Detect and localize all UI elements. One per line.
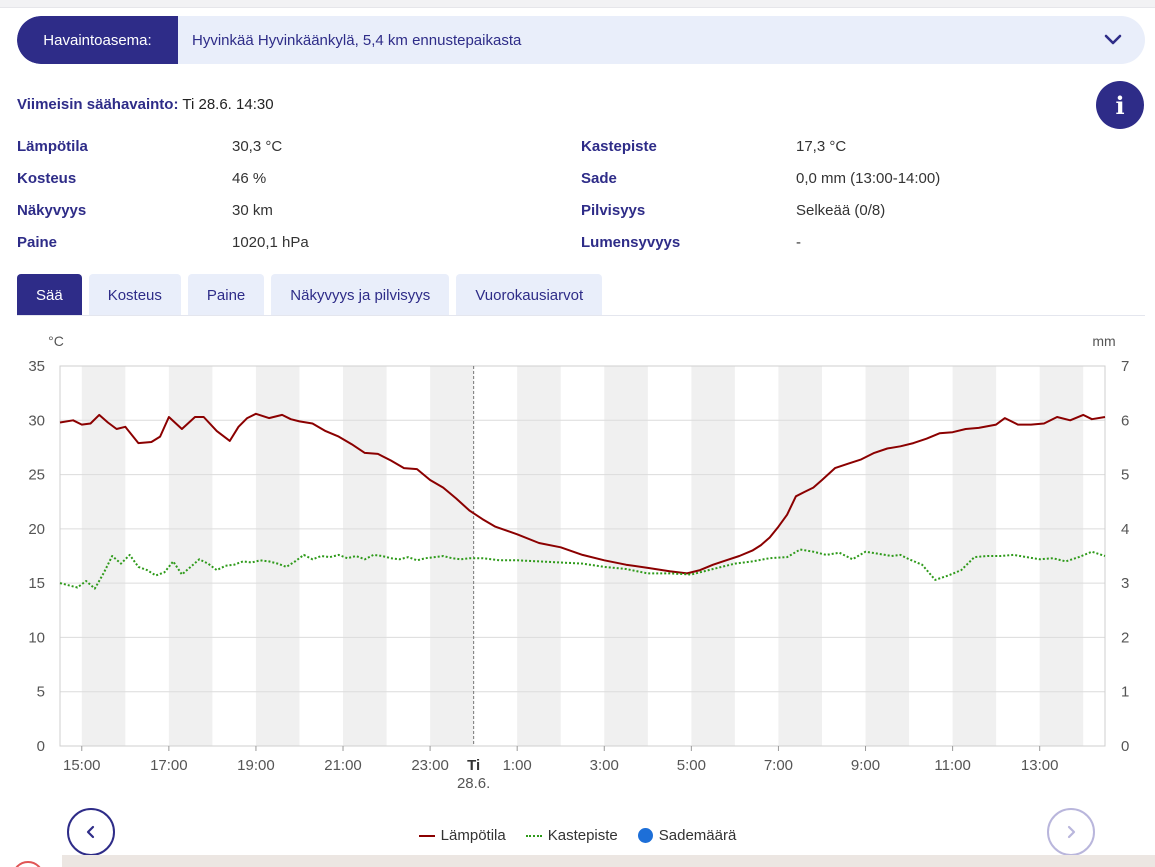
chevron-right-icon [1067, 825, 1076, 839]
obs-label: Lämpötila [17, 138, 88, 155]
legend-dotted-line-icon [525, 834, 542, 837]
page-bottom-strip [62, 855, 1155, 867]
y2-tick-label: 5 [1121, 467, 1129, 484]
legend-item-precipitation[interactable]: Sademäärä [637, 827, 737, 844]
x-tick-label: 23:00 [411, 757, 449, 774]
y2-tick-label: 0 [1121, 738, 1129, 755]
tab-weather[interactable]: Sää [17, 274, 82, 316]
y2-tick-label: 3 [1121, 575, 1129, 592]
day-marker-label: Ti [467, 757, 480, 774]
top-border [0, 0, 1155, 8]
chevron-left-icon [86, 825, 95, 839]
x-tick-label: 15:00 [63, 757, 101, 774]
obs-label: Näkyvyys [17, 202, 87, 219]
obs-value: 30,3 °C [232, 138, 283, 155]
y2-tick-label: 6 [1121, 412, 1129, 429]
previous-button[interactable] [67, 808, 115, 856]
x-tick-label: 9:00 [851, 757, 880, 774]
info-button[interactable]: i [1096, 81, 1144, 129]
temperature-line [59, 412, 1106, 575]
chart-tabs: Sää Kosteus Paine Näkyvyys ja pilvisyys … [17, 274, 603, 316]
station-selector[interactable]: Havaintoasema: Hyvinkää Hyvinkäänkylä, 5… [17, 16, 1145, 64]
obs-label: Paine [17, 234, 58, 251]
y-tick-label: 20 [28, 521, 45, 538]
x-tick-label: 11:00 [934, 757, 970, 774]
x-tick-label: 3:00 [590, 757, 619, 774]
bottom-badge [0, 855, 48, 867]
weather-chart: 0 5 10 15 20 25 30 35 0 1 2 3 4 5 6 7 15:00 17:00 19:00 2… [28, 333, 1129, 790]
y-tick-label: 5 [37, 684, 45, 701]
hour-band [865, 366, 910, 746]
station-value: Hyvinkää Hyvinkäänkylä, 5,4 km ennustepa… [192, 31, 522, 49]
hour-band [952, 366, 997, 746]
obs-value: 46 % [232, 170, 267, 187]
y2-tick-label: 1 [1121, 684, 1129, 701]
latest-value: Ti 28.6. 14:30 [182, 96, 274, 113]
legend-label: Lämpötila [440, 827, 506, 844]
y2-tick-label: 2 [1121, 629, 1129, 646]
hour-band [255, 366, 300, 746]
latest-observation: Viimeisin säähavainto: Ti 28.6. 14:30 [17, 96, 274, 113]
obs-value: 17,3 °C [796, 138, 847, 155]
hour-band [778, 366, 822, 746]
legend-label: Kastepiste [547, 827, 618, 844]
hour-band [604, 366, 648, 746]
y-tick-label: 0 [37, 738, 45, 755]
hour-band [517, 366, 561, 746]
y-tick-label: 10 [28, 629, 45, 646]
obs-value: 30 km [232, 202, 273, 219]
obs-label: Kosteus [17, 170, 77, 187]
x-tick-label: 7:00 [764, 757, 793, 774]
legend-label: Sademäärä [658, 827, 737, 844]
y-tick-label: 15 [28, 575, 45, 592]
x-tick-label: 19:00 [237, 757, 275, 774]
station-label: Havaintoasema: [17, 16, 178, 64]
hour-band [1039, 366, 1084, 746]
tab-visibility-cloudiness[interactable]: Näkyvyys ja pilvisyys [271, 274, 450, 316]
obs-value: 0,0 mm (13:00-14:00) [796, 170, 941, 187]
legend-line-icon [418, 834, 435, 837]
legend-item-temperature[interactable]: Lämpötila [418, 827, 506, 844]
x-tick-label: 5:00 [677, 757, 706, 774]
info-icon: i [1115, 90, 1125, 120]
tab-daily-values[interactable]: Vuorokausiarvot [456, 274, 603, 316]
x-tick-label: 17:00 [150, 757, 188, 774]
chart-legend: Lämpötila Kastepiste Sademäärä [0, 827, 1155, 844]
next-button[interactable] [1047, 808, 1095, 856]
plot-frame [59, 365, 1106, 747]
dewpoint-line [59, 548, 1106, 590]
day-marker-date: 28.6. [457, 775, 490, 790]
tab-pressure[interactable]: Paine [187, 274, 265, 316]
y-tick-label: 30 [28, 412, 45, 429]
tab-underline [17, 315, 1145, 316]
y-axis-label: °C [48, 333, 64, 349]
y2-tick-label: 4 [1121, 521, 1129, 538]
y-tick-label: 25 [28, 467, 45, 484]
obs-label: Sade [581, 170, 617, 187]
x-tick-label: 13:00 [1021, 757, 1059, 774]
hour-band [430, 366, 474, 746]
x-tick-label: 21:00 [324, 757, 362, 774]
y-tick-label: 35 [28, 358, 45, 375]
obs-value: 1020,1 hPa [232, 234, 309, 251]
hour-band [168, 366, 213, 746]
legend-item-dewpoint[interactable]: Kastepiste [525, 827, 618, 844]
obs-value: - [796, 234, 801, 251]
tab-humidity[interactable]: Kosteus [88, 274, 181, 316]
obs-value: Selkeää (0/8) [796, 202, 886, 219]
y2-axis-label: mm [1092, 333, 1115, 349]
obs-label: Lumensyvyys [581, 234, 681, 251]
obs-label: Pilvisyys [581, 202, 646, 219]
obs-label: Kastepiste [581, 138, 657, 155]
x-tick-label: 1:00 [503, 757, 532, 774]
latest-label: Viimeisin säähavainto: [17, 96, 179, 113]
legend-dot-icon [637, 828, 653, 843]
chevron-down-icon [1081, 34, 1145, 46]
y2-tick-label: 7 [1121, 358, 1129, 375]
hour-band [691, 366, 735, 746]
